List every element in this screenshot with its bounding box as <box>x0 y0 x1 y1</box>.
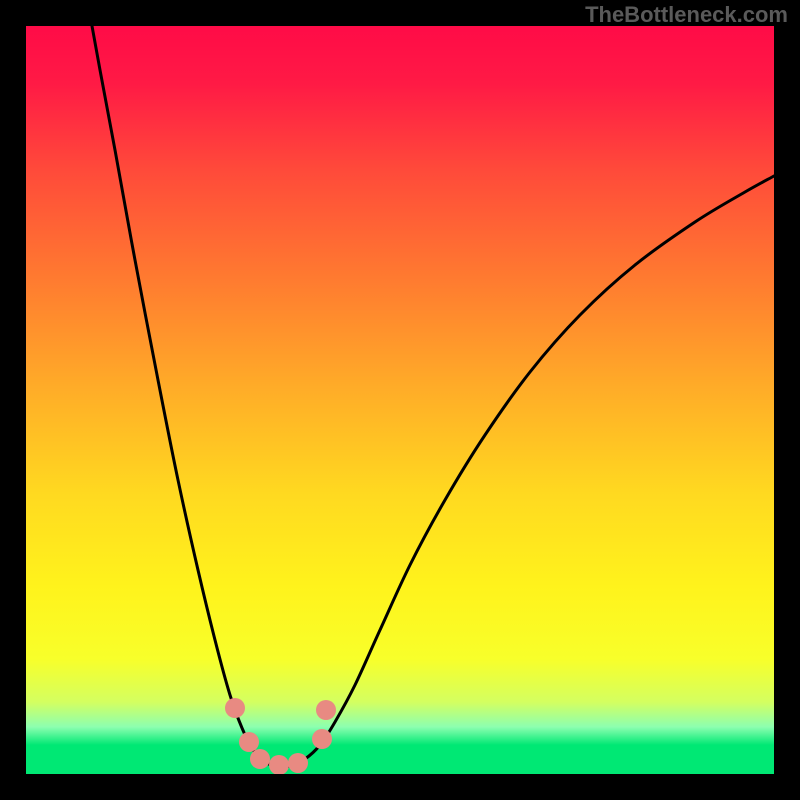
frame-left <box>0 0 26 800</box>
chart-green-strip <box>26 745 774 774</box>
frame-bottom <box>0 774 800 800</box>
frame-right <box>774 0 800 800</box>
watermark-text: TheBottleneck.com <box>585 2 788 28</box>
chart-gradient-area <box>26 26 774 745</box>
